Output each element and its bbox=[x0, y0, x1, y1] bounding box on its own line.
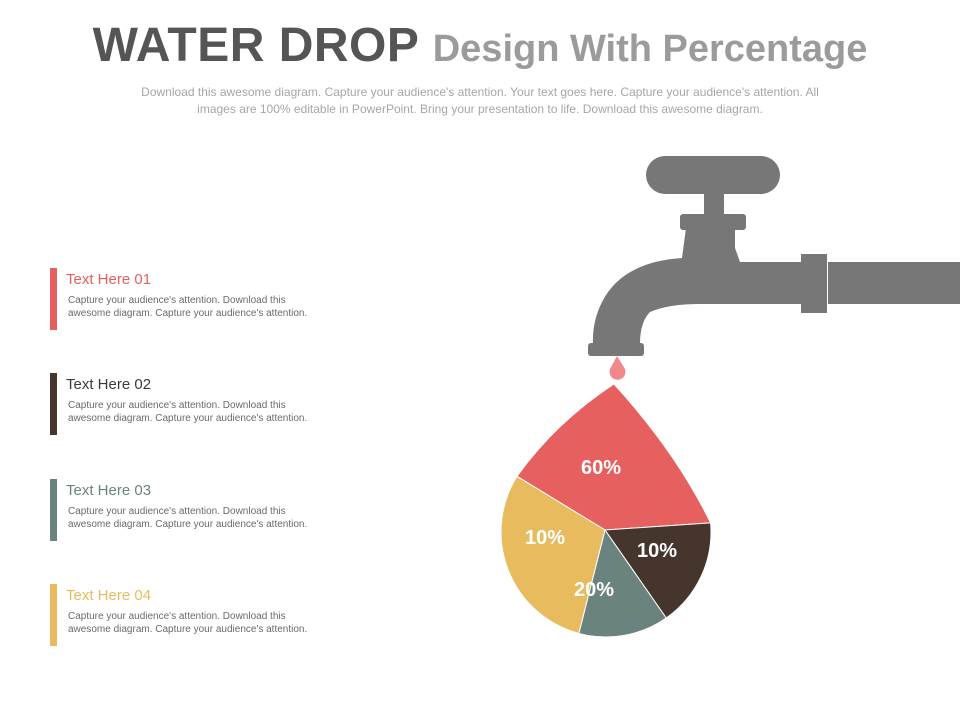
text-item-4: Text Here 04 Capture your audience's att… bbox=[50, 584, 370, 646]
item-1-desc-line-2: awesome diagram. Capture your audience's… bbox=[68, 308, 308, 319]
item-4-color-bar bbox=[50, 584, 57, 646]
text-item-2: Text Here 02 Capture your audience's att… bbox=[50, 373, 370, 435]
subtitle: Download this awesome diagram. Capture y… bbox=[110, 84, 850, 118]
item-2-color-bar bbox=[50, 373, 57, 435]
item-4-heading: Text Here 04 bbox=[66, 587, 152, 604]
item-3-color-bar bbox=[50, 479, 57, 541]
text-item-3: Text Here 03 Capture your audience's att… bbox=[50, 479, 370, 541]
item-1-color-bar bbox=[50, 268, 57, 330]
page-title: WATER DROP Design With Percentage bbox=[0, 18, 960, 73]
water-tap-icon bbox=[588, 156, 960, 356]
item-2-description: Capture your audience's attention. Downl… bbox=[68, 399, 358, 425]
drop-slice-1 bbox=[516, 383, 712, 531]
water-droplet-icon bbox=[609, 356, 626, 380]
item-2-desc-line-1: Capture your audience's attention. Downl… bbox=[68, 400, 286, 411]
item-1-description: Capture your audience's attention. Downl… bbox=[68, 294, 358, 320]
item-1-desc-line-1: Capture your audience's attention. Downl… bbox=[68, 295, 286, 306]
drop-slice-2 bbox=[604, 522, 712, 619]
item-3-desc-line-1: Capture your audience's attention. Downl… bbox=[68, 506, 286, 517]
item-3-heading: Text Here 03 bbox=[66, 482, 152, 499]
item-4-description: Capture your audience's attention. Downl… bbox=[68, 610, 358, 636]
drop-slice-3 bbox=[578, 528, 667, 638]
item-3-desc-line-2: awesome diagram. Capture your audience's… bbox=[68, 519, 308, 530]
item-3-description: Capture your audience's attention. Downl… bbox=[68, 505, 358, 531]
drop-slice-4 bbox=[500, 475, 606, 635]
title-bold: WATER DROP bbox=[92, 19, 420, 72]
item-1-heading: Text Here 01 bbox=[66, 271, 152, 288]
drop-label-1: 60% bbox=[581, 457, 621, 479]
drop-label-3: 20% bbox=[574, 579, 614, 601]
title-light: Design With Percentage bbox=[432, 28, 868, 70]
item-2-desc-line-2: awesome diagram. Capture your audience's… bbox=[68, 413, 308, 424]
drop-label-2: 10% bbox=[637, 540, 677, 562]
item-2-heading: Text Here 02 bbox=[66, 376, 152, 393]
text-item-1: Text Here 01 Capture your audience's att… bbox=[50, 268, 370, 330]
item-4-desc-line-1: Capture your audience's attention. Downl… bbox=[68, 611, 286, 622]
subtitle-line-1: Download this awesome diagram. Capture y… bbox=[141, 85, 819, 99]
item-4-desc-line-2: awesome diagram. Capture your audience's… bbox=[68, 624, 308, 635]
drop-label-4: 10% bbox=[525, 527, 565, 549]
subtitle-line-2: images are 100% editable in PowerPoint. … bbox=[197, 102, 763, 116]
